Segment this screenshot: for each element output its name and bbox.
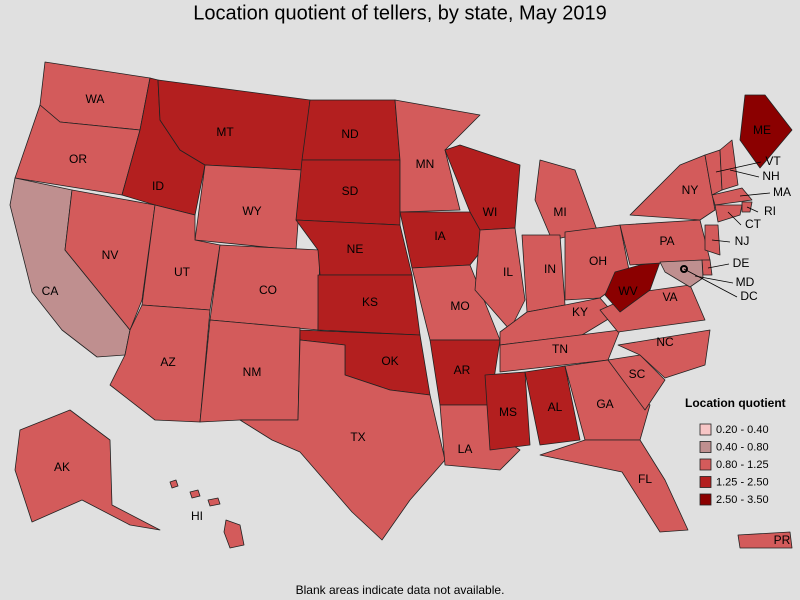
state-label: ME (753, 123, 771, 137)
state-label: DE (733, 256, 750, 270)
state-shape (169, 479, 179, 489)
legend-swatch (699, 458, 712, 471)
state-label: IA (434, 229, 445, 243)
state-label: HI (191, 509, 203, 523)
legend-label: 0.80 - 1.25 (716, 459, 769, 471)
state-label: CA (42, 284, 59, 298)
legend-title: Location quotient (685, 396, 786, 410)
state-label: UT (174, 265, 191, 279)
state-label: WV (618, 284, 637, 298)
legend: Location quotient 0.20 - 0.40 0.40 - 0.80… (685, 396, 786, 506)
state-label: MA (773, 185, 791, 199)
state-shape (714, 204, 743, 223)
state-label: LA (458, 442, 473, 456)
state-shape (223, 519, 245, 549)
state-label: WI (483, 205, 498, 219)
states (9, 61, 793, 549)
legend-swatch (699, 423, 712, 436)
leader-line (739, 192, 771, 197)
footnote: Blank areas indicate data not available. (296, 583, 505, 597)
state-shape (719, 139, 739, 191)
state-label: MS (499, 405, 517, 419)
state-label: AK (54, 460, 70, 474)
leader-line (711, 239, 731, 243)
leader-line (694, 275, 734, 284)
state-label: MD (736, 275, 755, 289)
legend-label: 2.50 - 3.50 (716, 494, 769, 506)
state-label: OR (69, 152, 87, 166)
state-shape (539, 439, 689, 533)
state-label: NC (656, 335, 674, 349)
leader-line (727, 211, 742, 226)
state-shape (189, 489, 201, 499)
state-label: GA (596, 397, 613, 411)
state-label: MO (450, 299, 469, 313)
state-label: TX (350, 430, 365, 444)
leader-line (683, 268, 738, 298)
state-label: TN (552, 342, 568, 356)
state-shape (484, 371, 531, 451)
state-label: ID (152, 179, 164, 193)
legend-swatch (699, 493, 712, 506)
state-label: MN (416, 157, 435, 171)
state-label: AR (454, 363, 471, 377)
legend-label: 0.40 - 0.80 (716, 441, 769, 453)
state-label: AL (548, 400, 563, 414)
state-shape (474, 227, 526, 331)
map-title: Location quotient of tellers, by state, … (193, 2, 607, 24)
legend-swatch (699, 476, 712, 488)
state-label: MT (216, 125, 234, 139)
state-label: KY (572, 305, 588, 319)
state-label: ND (341, 127, 359, 141)
state-label: PR (774, 533, 791, 547)
state-label: NJ (735, 234, 750, 248)
state-shape (207, 497, 221, 507)
state-label: IL (503, 265, 513, 279)
state-shape (14, 409, 161, 531)
state-label: VT (765, 154, 781, 168)
state-label: SC (629, 367, 646, 381)
state-label: NH (762, 169, 779, 183)
state-shape (607, 354, 666, 411)
state-label: CT (745, 217, 762, 231)
state-label: KS (362, 295, 378, 309)
state-label: DC (740, 289, 758, 303)
legend-label: 1.25 - 2.50 (716, 476, 769, 488)
state-label: VA (662, 290, 677, 304)
state-shape (711, 187, 753, 206)
state-shape (109, 304, 211, 423)
state-shape (564, 359, 651, 441)
state-label: CO (259, 283, 277, 297)
legend-swatch (699, 441, 712, 453)
state-shape (239, 339, 446, 541)
state-label: MI (553, 205, 566, 219)
state-label: OK (381, 354, 398, 368)
state-label: OH (589, 254, 607, 268)
state-label: NY (682, 183, 699, 197)
leader-line (729, 169, 760, 178)
state-shape (617, 329, 711, 379)
state-shape (737, 531, 793, 549)
legend-label: 0.20 - 0.40 (716, 424, 769, 436)
state-shape (524, 365, 581, 446)
state-label: AZ (160, 355, 175, 369)
state-label: SD (342, 184, 359, 198)
state-label: IN (544, 262, 556, 276)
state-label: FL (638, 472, 652, 486)
state-label: NV (102, 248, 119, 262)
leader-line (746, 206, 759, 213)
leader-line (707, 263, 730, 269)
state-label: WA (86, 92, 105, 106)
state-labels: WA OR CA NV ID MT WY UT AZ CO NM ND SD NE KS OK TX MN IA MO… (42, 92, 791, 547)
state-label: WY (242, 204, 261, 218)
state-label: PA (659, 234, 674, 248)
state-shape (659, 259, 704, 288)
state-label: NM (243, 365, 262, 379)
state-label: RI (764, 204, 776, 218)
leader-line (715, 161, 762, 173)
state-shape (64, 189, 156, 331)
state-label: NE (347, 242, 364, 256)
state-shape (394, 99, 481, 213)
